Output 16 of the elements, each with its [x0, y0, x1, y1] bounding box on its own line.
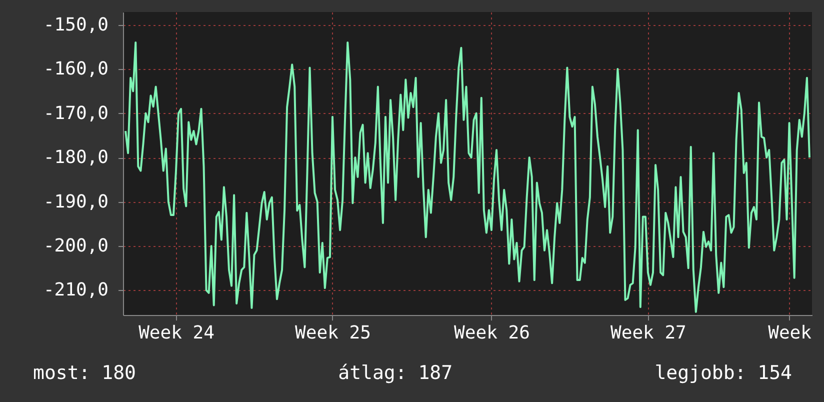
x-tick-label: Week [768, 322, 812, 344]
line-series [124, 42, 810, 313]
x-tick-label: Week 27 [610, 322, 686, 344]
y-tick-label: -210,0 [43, 280, 108, 301]
x-tick-label: Week 26 [454, 322, 530, 344]
x-tick-label: Week 25 [295, 322, 371, 344]
text: most: 180 [33, 362, 136, 384]
x-tick-label: Week 24 [138, 322, 214, 344]
text: legjobb: 154 [654, 362, 792, 384]
y-tick-label: -190,0 [43, 191, 108, 212]
y-tick-label: -150,0 [43, 14, 108, 36]
y-tick-label: -180,0 [43, 147, 108, 168]
y-tick-label: -170,0 [43, 102, 108, 124]
text: átlag: 187 [338, 362, 453, 384]
y-tick-label: -200,0 [43, 235, 108, 256]
y-tick-label: -160,0 [43, 58, 108, 80]
